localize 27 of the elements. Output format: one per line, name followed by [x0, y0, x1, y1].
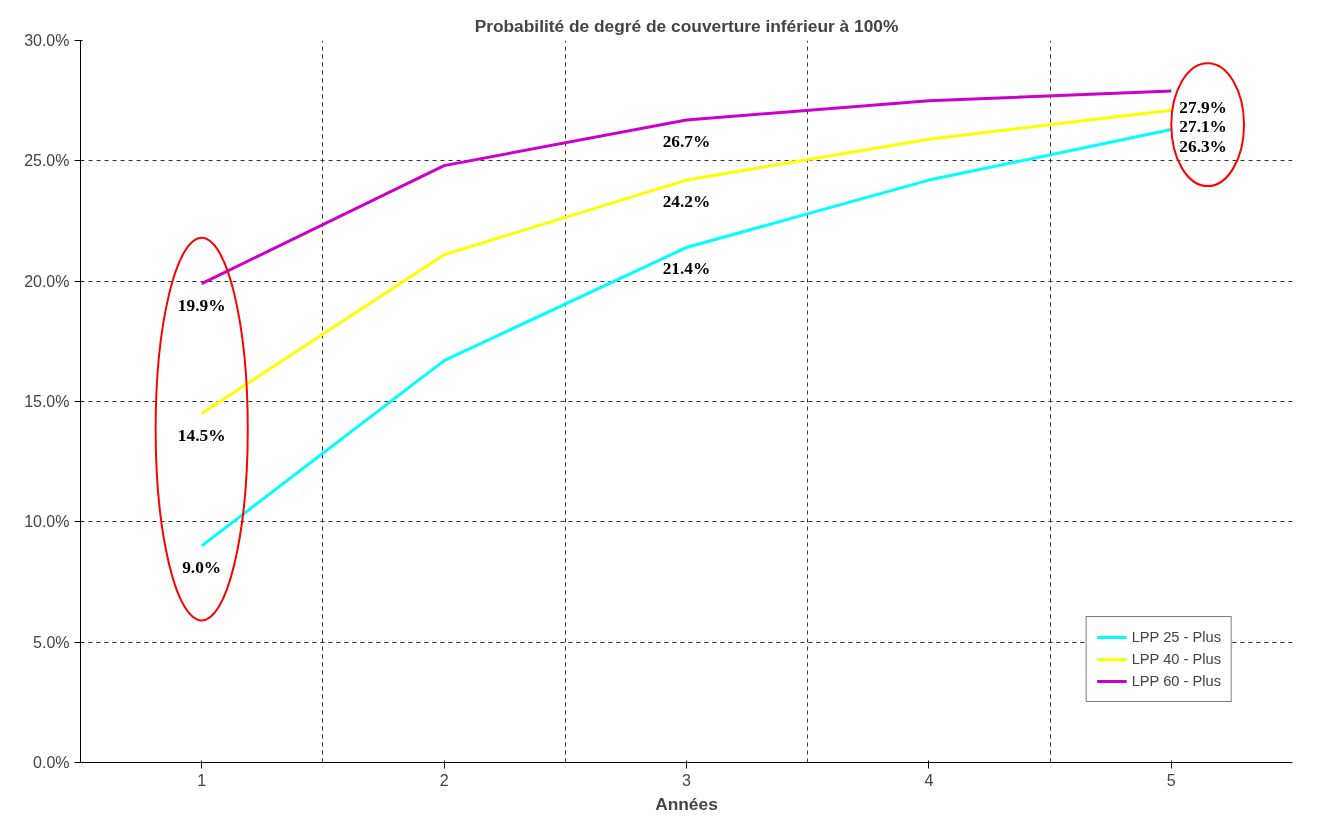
x-tick-label: 3: [682, 771, 692, 789]
x-tick-label: 4: [924, 771, 934, 789]
legend-label: LPP 40 - Plus: [1131, 651, 1221, 667]
data-label: 14.5%: [177, 425, 226, 445]
data-label: 9.0%: [182, 557, 222, 577]
x-tick-label: 1: [197, 771, 207, 789]
line-series: [200, 89, 1173, 286]
chart-title: Probabilité de degré de couverture inférieur à 100%: [474, 15, 899, 36]
data-label: 27.1%: [1179, 117, 1227, 137]
y-tick-label: 0.0%: [33, 754, 70, 771]
y-tick-label: 15.0%: [24, 393, 70, 410]
legend-label: LPP 25 - Plus: [1131, 629, 1221, 645]
data-label: 27.9%: [1179, 98, 1227, 118]
data-label: 21.4%: [662, 259, 711, 279]
data-label: 24.2%: [662, 192, 711, 212]
y-tick-label: 5.0%: [33, 633, 70, 651]
y-tick-label: 30.0%: [24, 32, 70, 49]
x-tick-label: 2: [439, 771, 449, 789]
x-tick-label: 5: [1166, 771, 1176, 789]
y-tick-label: 25.0%: [24, 152, 70, 170]
data-label: 19.9%: [177, 295, 226, 315]
y-tick-label: 20.0%: [24, 272, 70, 290]
legend-label: LPP 60 - Plus: [1131, 673, 1221, 689]
data-label: 26.3%: [1179, 136, 1227, 156]
y-tick-label: 10.0%: [24, 513, 70, 531]
data-label: 26.7%: [662, 131, 711, 151]
x-axis-title: Années: [655, 793, 718, 814]
